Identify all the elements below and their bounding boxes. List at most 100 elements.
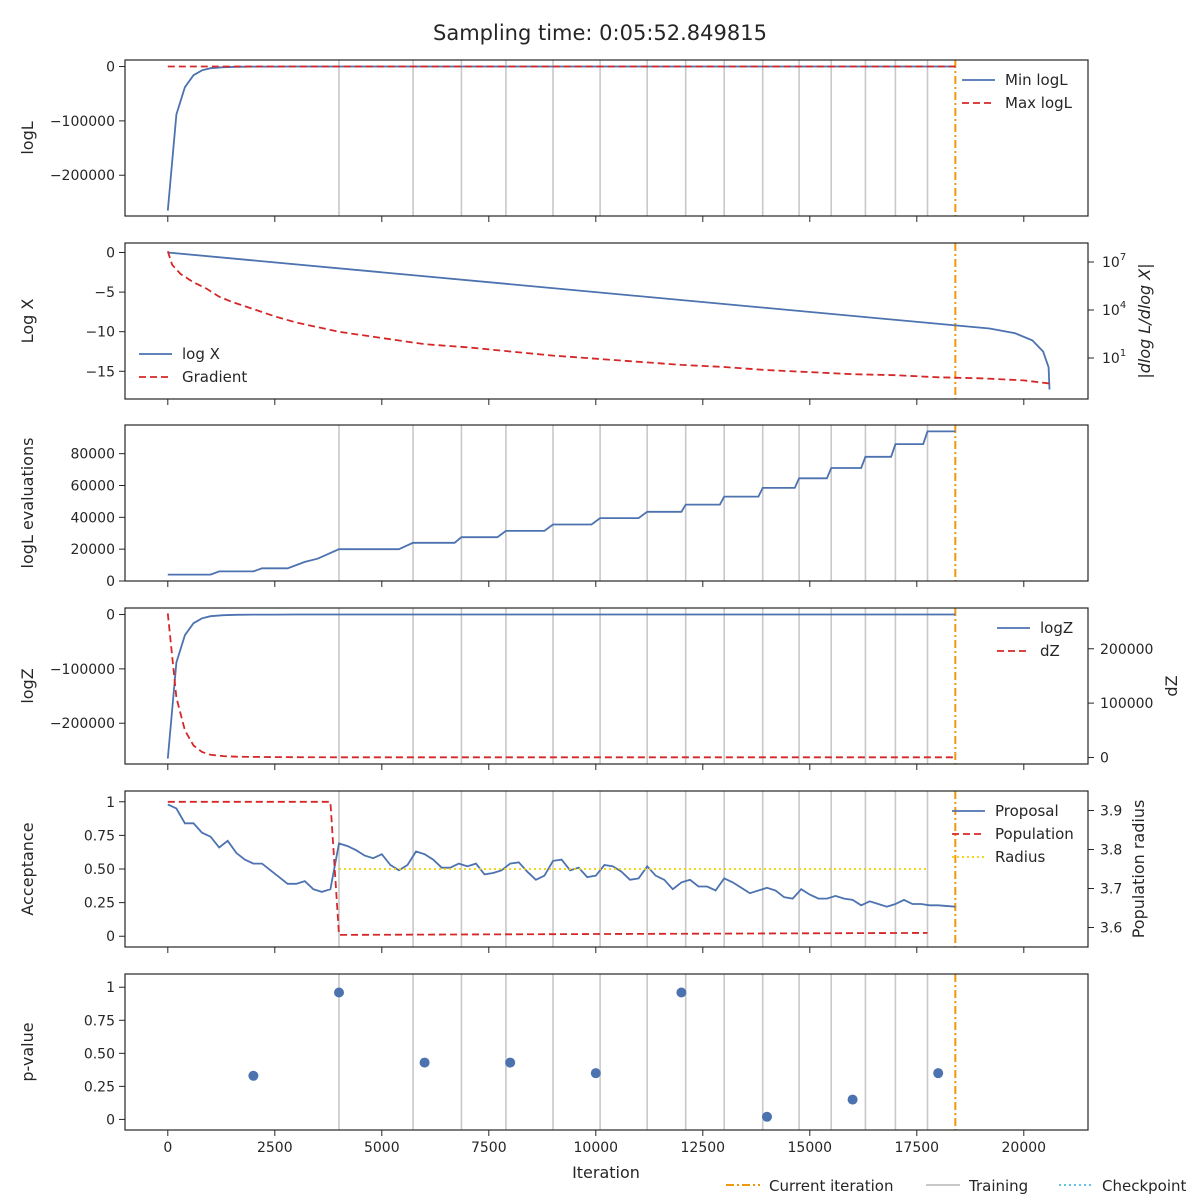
y-axis-label: logL [18,121,37,154]
series-line-dz [166,613,956,759]
legend-label: log X [182,345,220,363]
y-tick-label: 40000 [70,510,115,526]
y-axis-label: p-value [18,1022,37,1081]
plot-area [166,243,1051,399]
legend-label: Radius [995,848,1045,866]
y-tick-label: 0.25 [84,896,115,912]
y-tick-label: 0.25 [84,1079,115,1095]
legend-label: logZ [1040,619,1073,637]
y2-tick-label: 101 [1102,348,1126,367]
y-tick-label: 0 [106,60,115,76]
x-tick-label: 0 [163,1140,172,1156]
x-tick-label: 2500 [257,1140,293,1156]
legend-label: Gradient [182,368,247,386]
plot-area [248,974,957,1130]
y-tick-label: 0.50 [84,1046,115,1062]
y2-tick-label: 3.7 [1100,882,1122,898]
series-line-main [167,430,956,576]
series-line-min-logl [166,65,956,211]
pvalue-point [676,987,687,998]
training-legend-label: Training [968,1177,1028,1195]
y2-axis-label: dZ [1162,675,1181,696]
pvalue-point [505,1057,516,1068]
y-tick-label: 0 [106,929,115,945]
y-tick-label: 1 [106,795,115,811]
y-axis-label: Acceptance [18,822,37,915]
series-line-gradient [166,251,1050,385]
y2-tick-label: 107 [1102,252,1126,271]
y-tick-label: 0 [106,574,115,590]
x-tick-label: 12500 [681,1140,726,1156]
pvalue-point [847,1094,858,1105]
panel-6: 0 0.25 0.50 0.75 1 p-value 0 2500 5000 7500 10000 1… [18,973,1089,1156]
x-tick-label: 7500 [471,1140,507,1156]
panel-4: 0 −100000 −200000 logZ 0 100000 200000 dZ logZ dZ [18,607,1181,770]
y2-tick-label: 100000 [1100,696,1153,712]
y2-tick-label: 3.9 [1100,804,1122,820]
axes-frame [124,973,1089,1131]
legend-label: Proposal [995,802,1059,820]
y2-tick-label: 3.8 [1100,843,1122,859]
series-line-log-x [167,251,1051,390]
plot-area [167,425,957,581]
legend-label: dZ [1040,642,1060,660]
y-tick-label: 0 [106,1112,115,1128]
checkpoint-legend-label: Checkpoint [1102,1177,1187,1195]
pvalue-point [933,1068,944,1079]
x-tick-label: 10000 [574,1140,619,1156]
pvalue-point [419,1057,430,1068]
y2-axis-label: Population radius [1129,800,1148,939]
y2-axis-label: |dlog L/dlog X| [1135,263,1154,378]
y-tick-label: −5 [94,285,115,301]
y2-tick-label: 0 [1100,750,1109,766]
figure-legend: Current iteration Training Checkpoint [726,1177,1187,1195]
y2-tick-label: 3.6 [1100,921,1122,937]
y-tick-label: 0 [106,246,115,262]
y2-tick-label: 200000 [1100,642,1153,658]
y-tick-label: 0 [106,608,115,624]
y-tick-label: 1 [106,980,115,996]
plot-area [166,608,957,764]
pvalue-point [334,987,344,998]
pvalue-point [248,1070,259,1081]
axes-frame [124,424,1089,582]
y-tick-label: −100000 [50,662,115,678]
x-tick-label: 15000 [788,1140,833,1156]
legend-label: Population [995,825,1074,843]
legend-label: Min logL [1005,71,1068,89]
y2-tick-label: 104 [1102,300,1126,319]
panel-5: 0 0.25 0.50 0.75 1 Acceptance 3.6 3.7 3.8 3.9 Popu… [18,790,1148,953]
panel-1: 0 −100000 −200000 logL Min logL Max logL [18,59,1089,222]
y-tick-label: 80000 [70,447,115,463]
series-line-proposal [167,803,956,908]
series-line-population [167,800,928,936]
y-tick-label: 0.50 [84,862,115,878]
axes-frame [124,242,1089,400]
pvalue-point [762,1111,772,1122]
panel-3: 0 20000 40000 60000 80000 logL evaluations [18,424,1089,590]
y-axis-label: logZ [18,668,37,703]
y-tick-label: −10 [85,325,115,341]
pvalue-point [590,1068,601,1079]
x-axis-label: Iteration [572,1163,640,1182]
x-tick-label: 20000 [1002,1140,1047,1156]
y-tick-label: −200000 [50,716,115,732]
x-tick-label: 5000 [364,1140,400,1156]
axes-frame [124,607,1089,765]
figure-title: Sampling time: 0:05:52.849815 [433,21,767,45]
panel-2: 0 −5 −10 −15 Log X 107 104 101 |dlog L/dlog X| lo… [18,242,1154,405]
current-iteration-legend-label: Current iteration [769,1177,893,1195]
y-axis-label: logL evaluations [18,438,37,569]
plot-area [167,791,957,947]
legend-label: Max logL [1005,94,1073,112]
plot-area [166,60,957,216]
axes-frame [124,59,1089,217]
y-tick-label: −200000 [50,168,115,184]
x-tick-label: 17500 [895,1140,940,1156]
y-tick-label: 20000 [70,542,115,558]
y-tick-label: 0.75 [84,828,115,844]
y-tick-label: 60000 [70,478,115,494]
y-tick-label: −15 [85,364,115,380]
